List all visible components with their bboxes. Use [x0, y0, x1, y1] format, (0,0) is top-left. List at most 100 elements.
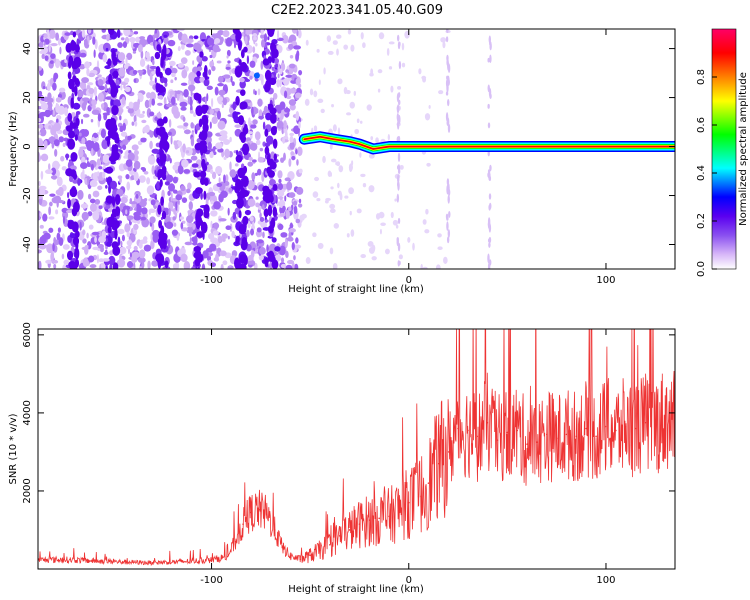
- noise-streak-blob: [193, 171, 201, 178]
- noise-blob: [61, 253, 65, 260]
- sparse-blob: [401, 42, 405, 51]
- noise-blob: [288, 88, 297, 94]
- noise-blob: [287, 236, 294, 242]
- noise-blob: [250, 249, 255, 259]
- vertical-line-blob: [396, 104, 400, 113]
- noise-blob: [57, 186, 64, 197]
- noise-blob: [147, 64, 150, 74]
- noise-streak-blob: [270, 41, 276, 52]
- noise-blob: [138, 175, 146, 183]
- noise-blob: [149, 216, 156, 224]
- noise-blob: [209, 243, 217, 252]
- noise-blob: [288, 63, 296, 69]
- noise-blob: [53, 236, 57, 245]
- sparse-blob: [384, 248, 390, 255]
- noise-blob: [62, 142, 66, 148]
- noise-blob: [150, 239, 155, 250]
- noise-blob: [41, 53, 45, 59]
- noise-blob: [39, 212, 43, 217]
- spectrogram-xtick-label: 0: [406, 275, 412, 286]
- noise-streak-blob: [201, 158, 206, 169]
- spectrogram-xtick-label: -100: [200, 275, 223, 286]
- noise-streak-blob: [270, 126, 278, 136]
- snr-point: [546, 433, 548, 436]
- noise-blob: [176, 93, 180, 101]
- noise-blob: [46, 82, 51, 92]
- noise-blob: [289, 135, 294, 143]
- noise-blob: [248, 156, 253, 161]
- noise-blob: [252, 33, 258, 37]
- noise-streak-blob: [193, 245, 202, 253]
- noise-blob: [257, 88, 261, 96]
- noise-blob: [48, 42, 51, 53]
- noise-blob: [50, 175, 58, 180]
- noise-blob: [209, 151, 214, 159]
- noise-streak-blob: [157, 204, 162, 215]
- noise-blob: [123, 63, 129, 70]
- noise-streak-blob: [114, 194, 121, 205]
- noise-blob: [262, 204, 265, 209]
- snr-frame: [37, 328, 676, 570]
- noise-blob: [252, 221, 255, 230]
- noise-blob: [46, 29, 50, 37]
- noise-blob: [259, 147, 264, 152]
- noise-blob: [94, 39, 98, 50]
- noise-blob: [191, 163, 199, 168]
- noise-blob: [245, 29, 251, 36]
- noise-blob: [171, 72, 176, 78]
- noise-blob: [125, 245, 132, 250]
- noise-streak-blob: [67, 130, 76, 139]
- noise-streak-blob: [161, 153, 167, 163]
- noise-streak-blob: [198, 209, 204, 217]
- noise-blob: [133, 160, 141, 170]
- noise-streak-blob: [112, 70, 119, 79]
- noise-blob: [89, 179, 98, 188]
- noise-streak-blob: [159, 147, 164, 159]
- noise-blob: [268, 178, 276, 186]
- noise-blob: [172, 189, 178, 194]
- sparse-blob: [349, 210, 352, 216]
- noise-blob: [86, 157, 89, 161]
- noise-blob: [72, 102, 81, 110]
- noise-blob: [252, 119, 258, 125]
- noise-streak-blob: [74, 85, 78, 97]
- noise-streak-blob: [111, 49, 116, 62]
- noise-blob: [298, 198, 302, 204]
- noise-streak-blob: [106, 135, 111, 147]
- sparse-blob: [388, 41, 395, 45]
- noise-blob: [225, 225, 232, 231]
- noise-blob: [83, 38, 88, 48]
- noise-blob: [133, 149, 139, 156]
- noise-blob: [244, 78, 251, 83]
- noise-blob: [283, 120, 287, 130]
- sparse-blob: [332, 40, 338, 45]
- sparse-blob: [350, 44, 355, 52]
- noise-blob: [124, 86, 131, 93]
- noise-streak-blob: [272, 138, 278, 149]
- vertical-line-blob: [447, 63, 451, 74]
- sparse-blob: [305, 39, 309, 46]
- snr-xlabel: Height of straight line (km): [288, 584, 424, 595]
- noise-blob: [262, 231, 265, 239]
- vertical-line-blob: [397, 168, 401, 175]
- snr-point: [555, 437, 558, 440]
- noise-blob: [167, 190, 171, 196]
- noise-blob: [190, 137, 195, 147]
- noise-streak-blob: [265, 79, 271, 92]
- sparse-blob: [356, 118, 360, 124]
- sparse-blob: [337, 127, 341, 136]
- noise-blob: [290, 222, 293, 227]
- noise-blob: [92, 36, 96, 45]
- noise-blob: [79, 82, 84, 89]
- noise-streak-blob: [273, 153, 278, 161]
- noise-streak-blob: [74, 78, 80, 86]
- noise-blob: [43, 140, 48, 149]
- noise-blob: [277, 223, 284, 231]
- snr-xtick-label: 100: [596, 575, 615, 586]
- noise-blob: [296, 159, 299, 166]
- noise-blob: [124, 77, 130, 83]
- sparse-blob: [333, 222, 340, 229]
- spectrogram-ylabel: Frequency (Hz): [8, 111, 19, 187]
- snr-xtick-label: 0: [406, 575, 412, 586]
- noise-blob: [125, 56, 128, 66]
